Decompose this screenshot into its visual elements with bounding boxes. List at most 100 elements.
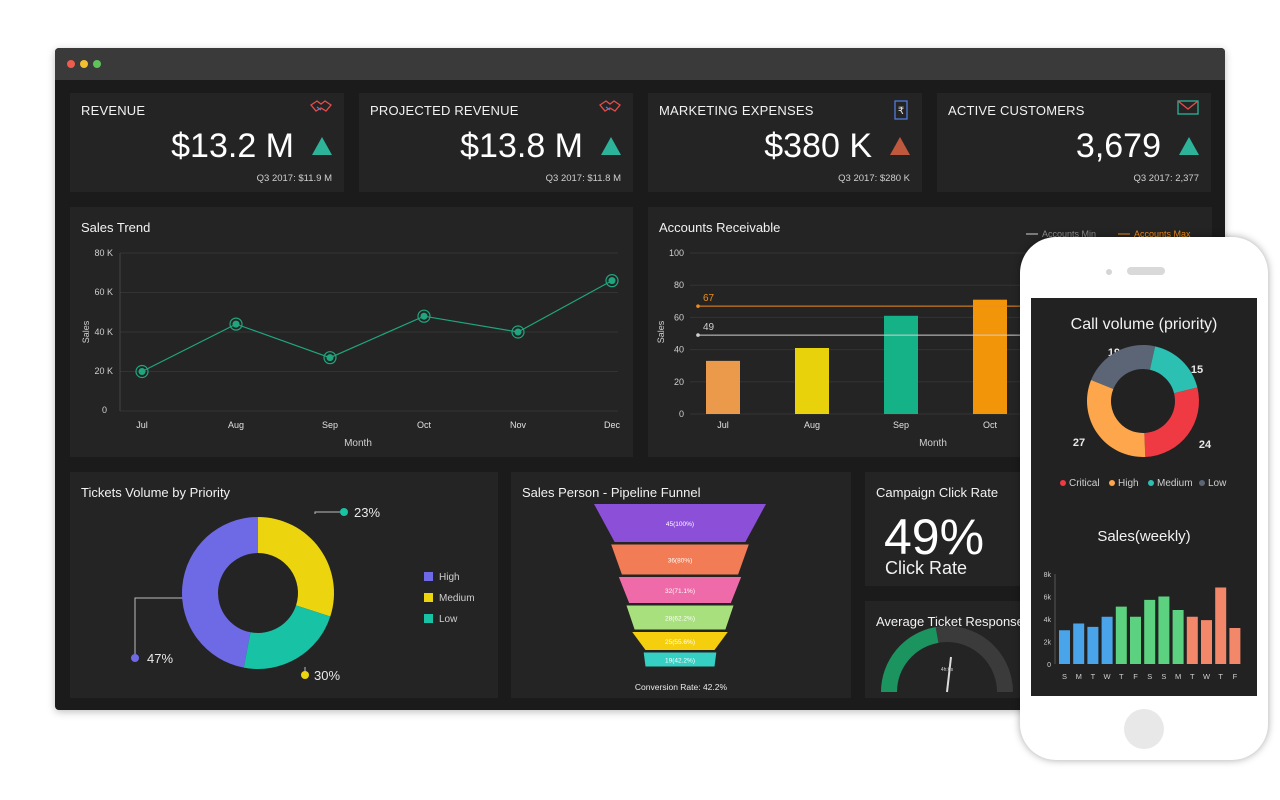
data-point-ring xyxy=(323,351,337,365)
y-tick-label: 4k xyxy=(1044,617,1052,624)
donut-slice-medium xyxy=(258,517,334,617)
x-tick-label: Jul xyxy=(717,420,729,430)
donut-value-medium: 15 xyxy=(1191,364,1203,376)
weekly-bar xyxy=(1186,616,1198,664)
trend-up-icon xyxy=(601,137,621,155)
donut-slice-low xyxy=(243,605,331,669)
funnel-stage-label: 28(62.2%) xyxy=(665,616,695,623)
funnel-stage-label: 19(42.2%) xyxy=(665,658,695,665)
trend-down-icon xyxy=(890,137,910,155)
click-rate-caption: Click Rate xyxy=(885,558,968,578)
minimize-window-button[interactable] xyxy=(80,60,88,68)
kpi-card-marketing-expenses[interactable]: MARKETING EXPENSES ₹ $380 K Q3 2017: $28… xyxy=(648,93,922,192)
donut-slice-high xyxy=(181,517,258,668)
data-point-ring xyxy=(605,274,619,288)
donut-value-critical: 24 xyxy=(1199,439,1212,451)
panel-title: Accounts Receivable xyxy=(659,220,781,235)
funnel-stage-label: 32(71.1%) xyxy=(665,588,695,595)
y-axis-label: Sales xyxy=(81,320,91,343)
y-tick-label: 0 xyxy=(102,405,107,415)
weekly-bar xyxy=(1115,606,1127,664)
y-tick-label: 20 xyxy=(674,377,684,387)
funnel-stage-4 xyxy=(626,605,734,630)
data-point xyxy=(514,328,522,336)
weekly-bar xyxy=(1201,620,1212,664)
data-point-ring xyxy=(511,325,525,339)
data-point-ring xyxy=(229,317,243,331)
legend-dot-low xyxy=(1199,480,1205,486)
kpi-title: PROJECTED REVENUE xyxy=(370,103,519,118)
y-tick-label: 40 xyxy=(674,345,684,355)
mobile-charts[interactable]: Call volume (priority) 19 15 24 27 Criti… xyxy=(1031,298,1257,696)
x-tick-label: T xyxy=(1190,672,1195,681)
sales-trend-chart[interactable]: 80 K 60 K 40 K 20 K 0 Sales Month Jul Aug… xyxy=(70,207,633,457)
conversion-rate-label: Conversion Rate: 42.2% xyxy=(635,682,728,692)
legend-dot-high xyxy=(1109,480,1115,486)
legend-min-label: Accounts Min xyxy=(1042,229,1096,239)
legend-dot-medium xyxy=(1148,480,1154,486)
data-point xyxy=(232,320,240,328)
weekly-bar xyxy=(1229,628,1241,664)
sales-weekly-title: Sales(weekly) xyxy=(1097,528,1190,545)
ticket-response-gauge[interactable]: 4h:0s xyxy=(865,601,1025,698)
maximize-window-button[interactable] xyxy=(93,60,101,68)
panel-title: Sales Person - Pipeline Funnel xyxy=(522,485,701,500)
max-line-label: 67 xyxy=(703,293,715,304)
funnel-stage-label: 45(100%) xyxy=(666,521,694,528)
y-tick-label: 20 K xyxy=(94,366,113,376)
call-donut-slice-medium xyxy=(1149,346,1198,394)
legend-swatch-low xyxy=(424,614,433,623)
bar-aug xyxy=(795,347,829,414)
bar-oct xyxy=(973,299,1007,414)
pipeline-funnel-chart[interactable]: Conversion Rate: 42.2% 45(100%) 36(80%) 32… xyxy=(511,472,851,698)
panel-title: Average Ticket Response xyxy=(876,614,1024,629)
callout-label-low: 23% xyxy=(354,505,380,520)
callout-dot xyxy=(131,654,139,662)
kpi-card-projected-revenue[interactable]: PROJECTED REVENUE $13.8 M Q3 2017: $11.8… xyxy=(359,93,633,192)
svg-text:₹: ₹ xyxy=(898,106,904,117)
callout-line xyxy=(134,597,197,658)
reference-line-marker xyxy=(696,333,700,337)
x-tick-label: M xyxy=(1175,672,1181,681)
home-button[interactable] xyxy=(1124,709,1164,749)
x-tick-label: W xyxy=(1203,672,1211,681)
tickets-volume-panel: Tickets Volume by Priority 23% 47% 30% H… xyxy=(70,472,498,698)
kpi-title: REVENUE xyxy=(81,103,146,118)
y-tick-label: 8k xyxy=(1044,572,1052,579)
data-point-ring xyxy=(417,309,431,323)
trend-up-icon xyxy=(1179,137,1199,155)
y-tick-label: 80 K xyxy=(94,248,113,258)
kpi-value: $13.8 M xyxy=(460,127,583,165)
accounts-receivable-chart[interactable]: Accounts Min Accounts Max Sales Month 67… xyxy=(648,207,1212,457)
panel-title: Sales Trend xyxy=(81,220,151,235)
x-axis-label: Month xyxy=(344,438,372,449)
x-tick-label: Aug xyxy=(228,420,244,430)
y-tick-label: 80 xyxy=(674,280,684,290)
legend-label-low: Low xyxy=(439,614,458,625)
funnel-stage-3 xyxy=(618,577,742,603)
x-tick-label: Sep xyxy=(322,420,338,430)
weekly-bar xyxy=(1144,599,1156,664)
y-tick-label: 2k xyxy=(1044,640,1052,647)
x-tick-label: T xyxy=(1218,672,1223,681)
x-axis-label: Month xyxy=(919,438,947,449)
y-tick-label: 60 xyxy=(674,312,684,322)
kpi-card-revenue[interactable]: REVENUE $13.2 M Q3 2017: $11.9 M xyxy=(70,93,344,192)
weekly-bar xyxy=(1172,610,1184,664)
callout-line xyxy=(314,511,344,514)
ticket-response-panel: Average Ticket Response 4h:0s xyxy=(865,601,1025,698)
tickets-donut-chart[interactable]: 23% 47% 30% High Medium Low xyxy=(70,472,498,698)
y-tick-label: 0 xyxy=(1047,662,1051,669)
weekly-bar xyxy=(1158,596,1170,664)
x-tick-label: Aug xyxy=(804,420,820,430)
callout-label-high: 47% xyxy=(147,651,173,666)
mobile-phone-mockup: Call volume (priority) 19 15 24 27 Criti… xyxy=(1020,237,1268,760)
x-tick-label: S xyxy=(1062,672,1067,681)
close-window-button[interactable] xyxy=(67,60,75,68)
handshake-icon xyxy=(599,100,621,112)
callout-label-medium: 30% xyxy=(314,668,340,683)
funnel-stage-label: 25(55.6%) xyxy=(665,639,695,646)
kpi-card-active-customers[interactable]: ACTIVE CUSTOMERS 3,679 Q3 2017: 2,377 xyxy=(937,93,1211,192)
title-bar xyxy=(55,48,1225,80)
kpi-comparison: Q3 2017: 2,377 xyxy=(1133,173,1200,184)
